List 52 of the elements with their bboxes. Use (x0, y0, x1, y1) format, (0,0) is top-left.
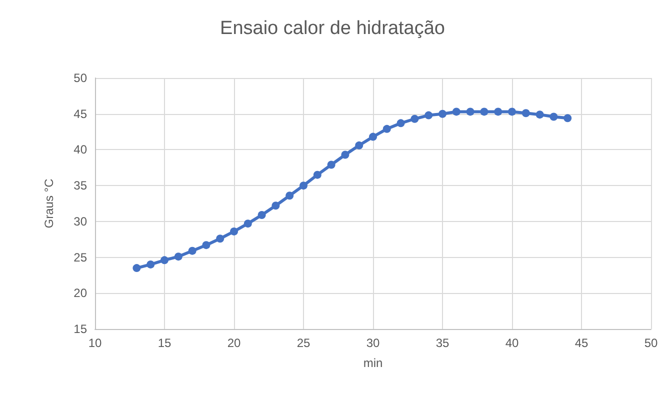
point (466, 108, 474, 116)
point (216, 234, 224, 243)
point (410, 114, 419, 123)
y-tick-label: 45 (74, 106, 88, 121)
point (494, 108, 502, 116)
point (230, 227, 238, 236)
point (355, 141, 364, 150)
point (244, 220, 252, 228)
point (508, 108, 516, 116)
x-tick-label: 25 (296, 336, 310, 350)
point (452, 108, 460, 116)
point (160, 256, 168, 264)
point (522, 109, 530, 118)
x-tick-label: 35 (436, 336, 450, 350)
point (536, 110, 544, 119)
point (202, 241, 210, 250)
x-tick-label: 40 (505, 336, 519, 350)
point (550, 112, 558, 121)
point (438, 110, 446, 118)
x-tick-label: 30 (366, 336, 380, 350)
point (369, 132, 377, 141)
point (174, 252, 182, 261)
point (132, 264, 141, 272)
point (258, 210, 266, 219)
chart-title: Ensaio calor de hidratação (220, 18, 445, 39)
y-tick-label: 15 (74, 322, 88, 336)
point (146, 260, 155, 268)
y-tick-label: 50 (74, 71, 88, 85)
point (396, 119, 405, 128)
y-tick-label: 40 (74, 142, 88, 157)
point (188, 246, 196, 255)
y-tick-label: 35 (74, 178, 88, 193)
point (382, 124, 391, 133)
point (564, 114, 572, 122)
x-tick-label: 10 (88, 336, 102, 350)
x-axis-title: min (363, 356, 383, 370)
y-tick-label: 30 (74, 214, 88, 228)
point (480, 108, 488, 116)
point (272, 202, 280, 210)
point (327, 160, 336, 169)
x-tick-label: 45 (574, 336, 588, 350)
x-tick-label: 15 (158, 336, 172, 350)
y-tick-label: 20 (74, 286, 88, 300)
y-axis-title: Graus °C (42, 178, 56, 228)
point (286, 192, 294, 200)
point (313, 170, 322, 179)
point (341, 150, 350, 159)
x-tick-label: 50 (644, 336, 658, 350)
point (300, 182, 308, 190)
x-tick-label: 20 (227, 336, 241, 350)
y-tick-label: 25 (74, 250, 88, 264)
point (424, 111, 433, 120)
